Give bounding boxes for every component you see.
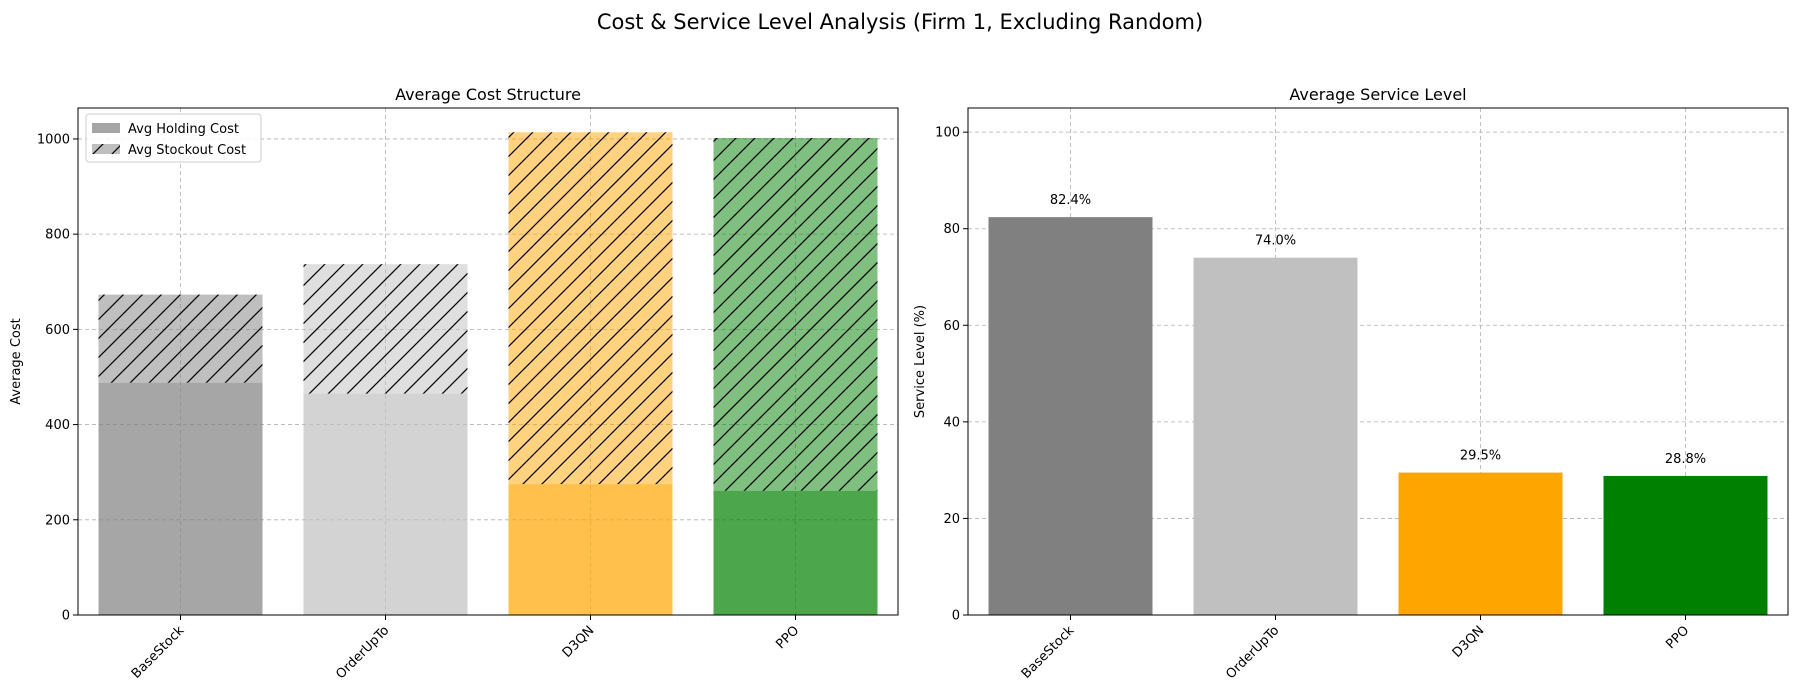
service-xtick-label-basestock: BaseStock	[1019, 623, 1078, 682]
service-xtick-label-ppo: PPO	[1663, 623, 1692, 652]
service-level-data-label-orderupto: 74.0%	[1255, 234, 1296, 249]
service-ytick-label: 60	[943, 319, 960, 334]
service-xtick-label-d3qn: D3QN	[1450, 623, 1488, 661]
holding-cost-bar-orderupto	[303, 393, 468, 615]
cost-xtick-label-ppo: PPO	[773, 623, 802, 652]
service-ytick-label: 100	[935, 126, 960, 141]
service-level-chart: 82.4% 74.0% 29.5% 28.8% 0 20 40 60 80 100 BaseStoc…	[913, 85, 1789, 682]
service-level-bar-ppo	[1603, 475, 1768, 615]
cost-title: Average Cost Structure	[395, 85, 581, 104]
service-ytick-label: 20	[943, 512, 960, 527]
stockout-cost-hatch-ppo	[713, 137, 878, 491]
holding-cost-bar-basestock	[98, 382, 263, 615]
service-ytick-label: 40	[943, 415, 960, 430]
figure-title: Cost & Service Level Analysis (Firm 1, E…	[597, 10, 1203, 34]
service-ylabel: Service Level (%)	[913, 305, 928, 418]
service-level-data-label-basestock: 82.4%	[1050, 193, 1091, 208]
legend-holding-label: Avg Holding Cost	[128, 122, 239, 137]
legend-holding-swatch	[92, 123, 120, 133]
service-title: Average Service Level	[1289, 85, 1466, 104]
cost-ytick-label: 600	[45, 323, 70, 338]
service-level-data-label-d3qn: 29.5%	[1460, 449, 1501, 464]
holding-cost-bar-d3qn	[508, 484, 673, 615]
cost-axes-frame	[77, 107, 899, 616]
cost-legend: Avg Holding Cost Avg Stockout Cost	[85, 113, 262, 163]
holding-cost-bar-ppo	[713, 490, 878, 615]
service-level-bar-orderupto	[1193, 257, 1358, 615]
service-ytick-label: 0	[952, 609, 960, 624]
cost-ytick-label: 1000	[37, 132, 70, 147]
service-axes-frame	[967, 107, 1789, 616]
cost-ytick-label: 400	[45, 418, 70, 433]
cost-ytick-label: 200	[45, 513, 70, 528]
service-level-data-label-ppo: 28.8%	[1665, 452, 1706, 467]
stockout-cost-hatch-orderupto	[303, 264, 468, 394]
cost-structure-chart: 0 200 400 600 800 1000 BaseStock OrderUpTo D3QN P…	[9, 85, 899, 682]
stockout-cost-hatch-d3qn	[508, 132, 673, 485]
cost-xtick-label-d3qn: D3QN	[560, 623, 598, 661]
service-level-bar-d3qn	[1398, 472, 1563, 615]
service-level-bar-basestock	[988, 217, 1153, 615]
legend-stockout-label: Avg Stockout Cost	[128, 143, 246, 158]
legend-stockout-hatch	[92, 144, 120, 154]
cost-ytick-label: 800	[45, 228, 70, 243]
stockout-cost-hatch-basestock	[98, 294, 263, 383]
cost-legend-box	[85, 113, 262, 163]
cost-xtick-label-orderupto: OrderUpTo	[333, 623, 392, 682]
cost-xtick-label-basestock: BaseStock	[129, 623, 188, 682]
service-xtick-label-orderupto: OrderUpTo	[1223, 623, 1282, 682]
cost-ylabel: Average Cost	[9, 318, 24, 404]
cost-ytick-label: 0	[62, 609, 70, 624]
service-ytick-label: 80	[943, 222, 960, 237]
